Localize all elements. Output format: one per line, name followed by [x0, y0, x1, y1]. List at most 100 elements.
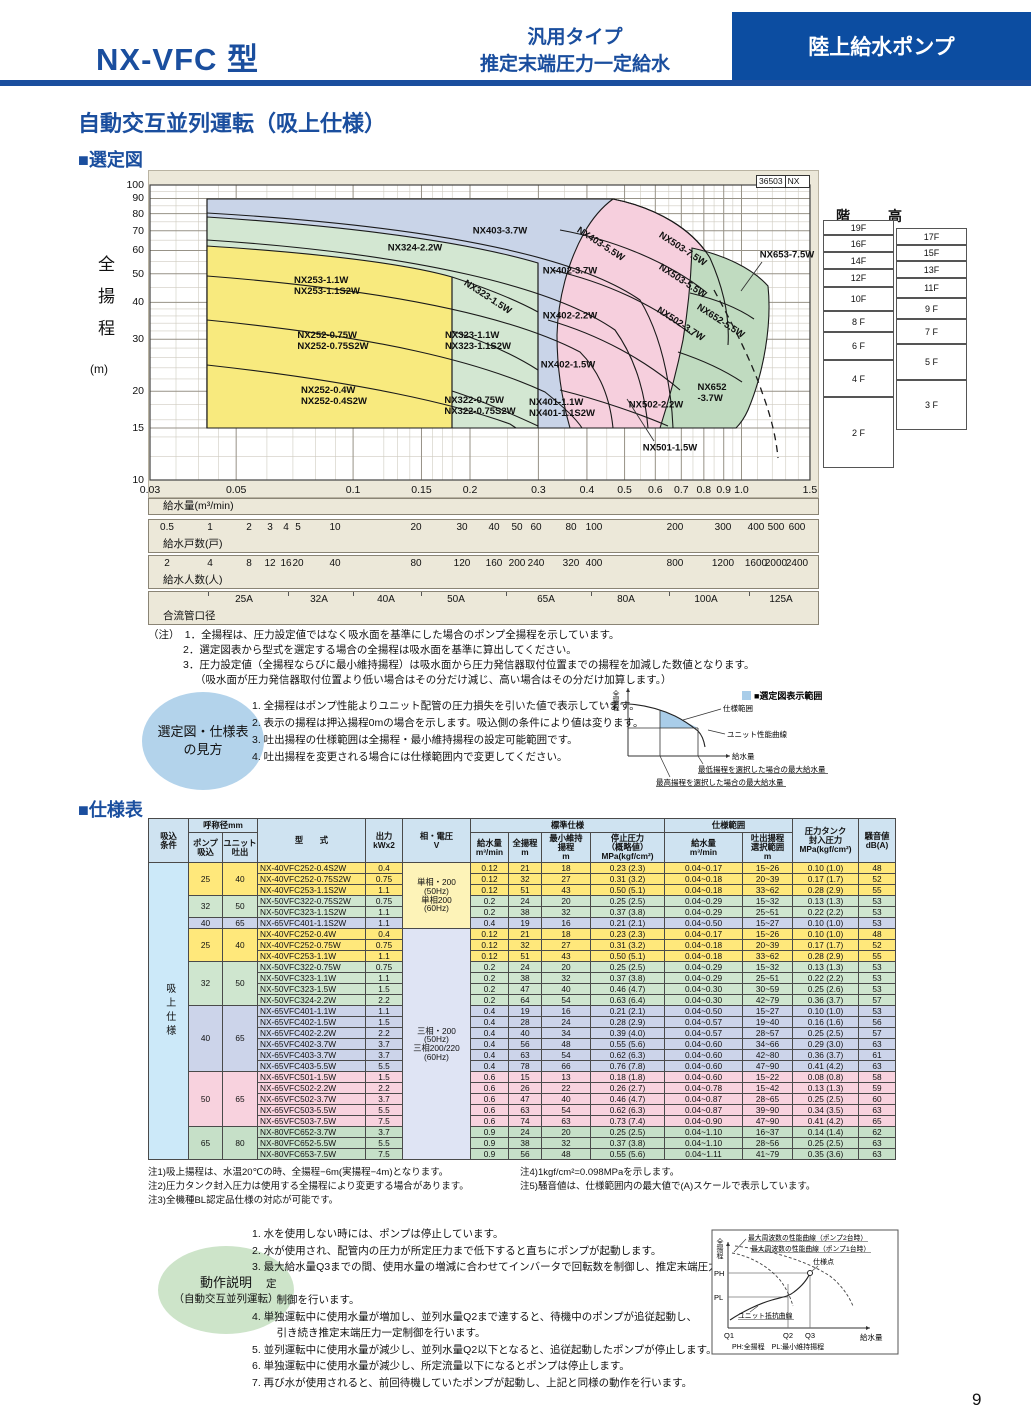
pump-region-label: NX652 -3.7W — [697, 382, 727, 404]
scale-tick-label: 50 — [511, 522, 523, 533]
value-cell: 0.12 — [470, 884, 509, 896]
model-cell: NX-50VFC323-1.1W — [257, 972, 366, 984]
spec-table-heading: ■仕様表 — [78, 800, 143, 820]
scale-tick-label: 120 — [453, 558, 471, 569]
value-cell: 0.04~0.18 — [664, 884, 744, 896]
value-cell: 0.23 (2.3) — [589, 862, 666, 874]
value-cell: 0.31 (3.2) — [589, 939, 666, 951]
output-cell: 0.4 — [365, 862, 403, 874]
mikata-y-title: 全揚程 — [612, 690, 619, 711]
value-cell: 0.34 (3.5) — [792, 1104, 860, 1116]
value-cell: 38 — [508, 972, 542, 984]
value-cell: 0.2 — [470, 906, 509, 918]
value-cell: 0.04~0.90 — [664, 1115, 744, 1127]
value-cell: 0.28 (2.9) — [792, 884, 860, 896]
value-cell: 16 — [541, 917, 591, 929]
scale-tick-label: 400 — [747, 522, 765, 533]
value-cell: 0.10 (1.0) — [792, 917, 860, 929]
pump-region-label: NX402-2.2W — [542, 310, 598, 322]
model-cell: NX-40VFC253-1.1S2W — [257, 884, 366, 896]
y-tick-label: 70 — [132, 224, 144, 237]
model-cell: NX-65VFC402-3.7W — [257, 1038, 366, 1050]
value-cell: 0.2 — [470, 895, 509, 907]
output-cell: 1.1 — [365, 972, 403, 984]
model-cell: NX-40VFC253-1.1W — [257, 950, 366, 962]
type-line1: 汎用タイプ — [527, 27, 623, 48]
x-tick-label: 1.0 — [734, 484, 749, 496]
chart-ref-box: 36503 NX — [756, 175, 810, 188]
mikata-item: 2. 表示の揚程は押込揚程0mの場合を示します。吸込側の条件により値は変ります。 — [252, 717, 644, 729]
value-cell: 0.04~0.60 — [664, 1049, 744, 1061]
model-cell: NX-40VFC252-0.75W — [257, 939, 366, 951]
value-cell: 56 — [508, 1148, 542, 1160]
output-cell: 7.5 — [365, 1148, 403, 1160]
scale-tick-label: 2400 — [785, 558, 809, 569]
value-cell: 0.04~0.30 — [664, 994, 744, 1006]
page-title: NX-VFC 型 — [96, 42, 259, 77]
value-cell: 19~40 — [742, 1016, 794, 1028]
scale-tick-label: 1600 — [744, 558, 768, 569]
model-cell: NX-50VFC322-0.75S2W — [257, 895, 366, 907]
hdr-std-spec: 標準仕様 — [469, 818, 666, 833]
y-axis-unit: (m) — [90, 362, 108, 376]
value-cell: 62 — [858, 1126, 897, 1138]
y-tick-label: 15 — [132, 422, 144, 435]
mikata-list: 1. 全揚程はポンプ性能よりユニット配管の圧力損失を引いた値で表示しています。 2… — [252, 698, 732, 766]
scale-row: 2 4 8 12 16 20 40 80 120 160 200 240 320 400 800 1200 16… — [148, 555, 819, 589]
value-cell: 20 — [541, 1126, 591, 1138]
scale-tick-label: 125A — [769, 594, 793, 605]
pump-region-label: NX252-0.75W NX252-0.75S2W — [297, 330, 369, 352]
scale-tick-label: 80A — [617, 594, 635, 605]
output-cell: 1.1 — [365, 1005, 403, 1017]
value-cell: 22 — [541, 1082, 591, 1094]
hdr-stop-pressure: 停止圧力 （概略値） MPa(kgf/cm²) — [589, 832, 666, 863]
model-cell: NX-50VFC323-1.5W — [257, 983, 366, 995]
model-cell: NX-65VFC402-1.5W — [257, 1016, 366, 1028]
pump-region-label: NX323-1.1W NX323-1.1S2W — [444, 330, 512, 352]
scale-caption: 合流管口径 — [163, 610, 216, 622]
value-cell: 33~62 — [742, 884, 794, 896]
value-cell: 28~65 — [742, 1093, 794, 1105]
output-cell: 1.1 — [365, 906, 403, 918]
x-tick-label: 0.1 — [345, 484, 361, 496]
value-cell: 24 — [508, 895, 542, 907]
value-cell: 0.12 — [470, 873, 509, 885]
value-cell: 0.25 (2.5) — [792, 1137, 860, 1149]
value-cell: 0.2 — [470, 961, 509, 973]
pump-dia-cell: 50 — [188, 1071, 223, 1127]
value-cell: 47~90 — [742, 1115, 794, 1127]
scale-tick-label: 8 — [246, 558, 252, 569]
legend-label: ■選定図表示範囲 — [754, 690, 822, 701]
dousa-badge: 動作説明 （自動交互並列運転） — [158, 1246, 294, 1334]
scale-tick-label: 4 — [283, 522, 289, 533]
value-cell: 0.39 (4.0) — [589, 1027, 666, 1039]
value-cell: 0.29 (3.0) — [792, 1038, 860, 1050]
selection-chart — [149, 184, 811, 481]
unit-dia-cell: 50 — [222, 961, 258, 1006]
value-cell: 28~57 — [742, 1027, 794, 1039]
scale-tick-label: 5 — [295, 522, 301, 533]
value-cell: 43 — [541, 884, 591, 896]
value-cell: 0.13 (1.3) — [792, 1082, 860, 1094]
value-cell: 48 — [858, 928, 897, 940]
value-cell: 0.25 (2.5) — [792, 1093, 860, 1105]
pump-region-label: NX653-7.5W — [759, 249, 815, 261]
value-cell: 0.13 (1.3) — [792, 895, 860, 907]
hdr-nominal-dia: 呼称径mm — [188, 818, 258, 833]
value-cell: 40 — [541, 1093, 591, 1105]
value-cell: 54 — [541, 994, 591, 1006]
y-tick-label: 60 — [132, 244, 144, 257]
model-cell: NX-80VFC653-7.5W — [257, 1148, 366, 1160]
value-cell: 56 — [508, 1038, 542, 1050]
output-cell: 3.7 — [365, 1126, 403, 1138]
scale-tickmark — [353, 592, 354, 596]
value-cell: 27 — [541, 939, 591, 951]
hdr-spec-range: 仕様範囲 — [664, 818, 794, 833]
value-cell: 28~56 — [742, 1137, 794, 1149]
value-cell: 0.37 (3.8) — [589, 972, 666, 984]
dousa-subtitle: （自動交互並列運転） — [173, 1292, 279, 1305]
spec-footnotes-right: 注4)1kgf/cm²=0.098MPaを示します。 注5)騒音値は、仕様範囲内の… — [520, 1166, 815, 1194]
x-tick-label: 1.5 — [802, 484, 818, 496]
output-cell: 2.2 — [365, 994, 403, 1006]
x-tick-label: 0.5 — [617, 484, 632, 496]
